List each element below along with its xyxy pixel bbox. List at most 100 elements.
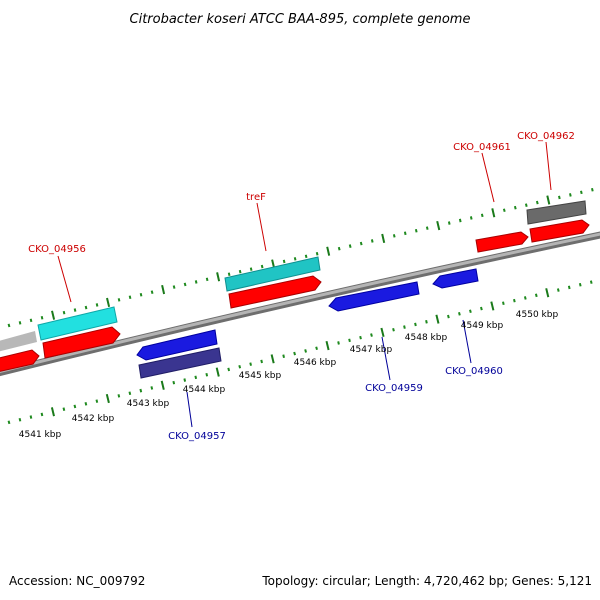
minor-tick [469, 309, 472, 314]
major-tick [436, 220, 441, 231]
feature-red-tref [228, 275, 322, 309]
feature-blue-cko-04959 [328, 281, 420, 312]
tick-label: 4541 kbp [19, 430, 62, 440]
leader-cko-04956 [57, 255, 72, 303]
minor-tick [337, 341, 340, 345]
minor-tick [238, 364, 242, 369]
minor-tick [425, 319, 428, 324]
minor-tick [62, 407, 66, 411]
tick-label: 4546 kbp [294, 358, 337, 368]
feature-red-left [0, 349, 40, 372]
feature-blue-cko-04957 [136, 329, 218, 361]
feature-red-cko-04962 [529, 219, 590, 243]
major-tick [381, 233, 386, 244]
minor-tick [558, 195, 561, 200]
major-tick [490, 301, 495, 311]
minor-tick [95, 303, 99, 307]
minor-tick [359, 241, 363, 246]
minor-tick [194, 375, 198, 380]
minor-tick [293, 257, 297, 261]
major-tick [105, 393, 110, 404]
minor-tick [458, 312, 461, 316]
tick-label: 4542 kbp [72, 414, 115, 424]
topology-text: Topology: circular; Length: 4,720,462 bp… [261, 574, 592, 588]
major-tick [51, 310, 56, 320]
feature-gray-cko-04962-top [526, 200, 587, 225]
major-tick [270, 354, 275, 364]
major-tick [216, 272, 221, 282]
minor-tick [117, 298, 121, 302]
gene-labels: CKO_04956 treF CKO_04961 CKO_04962 CKO_0… [28, 131, 575, 442]
minor-tick [403, 325, 406, 329]
map-title: Citrobacter koseri ATCC BAA-895, complet… [130, 12, 471, 27]
genome-backbone [0, 231, 600, 377]
leader-cko-04962 [545, 141, 552, 191]
minor-tick [194, 280, 198, 284]
minor-tick [172, 285, 176, 289]
minor-tick [458, 218, 462, 223]
major-tick [161, 284, 166, 295]
minor-tick [480, 306, 483, 311]
minor-tick [18, 321, 22, 325]
minor-tick [425, 226, 429, 230]
gene-label-tref: treF [246, 192, 266, 203]
minor-tick [282, 354, 285, 359]
minor-tick [293, 351, 296, 356]
minor-tick [95, 399, 99, 403]
minor-tick [447, 314, 450, 319]
tick-label: 4543 kbp [127, 399, 170, 409]
minor-tick [139, 388, 143, 393]
label-leaders [57, 141, 552, 428]
minor-tick [591, 187, 594, 192]
major-tick [326, 246, 331, 256]
minor-tick [172, 380, 176, 385]
minor-tick [502, 208, 506, 213]
minor-tick [580, 190, 583, 195]
minor-tick [534, 293, 538, 298]
minor-tick [62, 310, 66, 315]
minor-tick [238, 269, 242, 274]
feature-cyan-cko-04956-top [37, 306, 118, 341]
minor-tick [370, 239, 374, 243]
major-tick [106, 297, 111, 308]
minor-tick [370, 333, 373, 337]
minor-tick [513, 298, 516, 303]
minor-tick [447, 221, 451, 225]
minor-tick [18, 417, 22, 422]
tick-label: 4544 kbp [183, 385, 226, 395]
minor-tick [84, 305, 88, 310]
minor-tick [150, 386, 154, 390]
minor-tick [513, 205, 517, 210]
feature-navy-cko-04957 [138, 347, 222, 379]
kbp-labels: 4541 kbp 4542 kbp 4543 kbp 4544 kbp 4545… [19, 310, 559, 440]
feature-blue-cko-04960 [432, 268, 479, 289]
gene-label-cko-04957: CKO_04957 [168, 431, 226, 442]
tick-label: 4547 kbp [350, 345, 393, 355]
minor-tick [304, 254, 308, 259]
gene-label-cko-04956: CKO_04956 [28, 244, 86, 255]
minor-tick [392, 234, 396, 238]
minor-tick [7, 420, 11, 425]
major-tick [435, 314, 440, 324]
minor-tick [578, 282, 582, 287]
minor-tick [139, 292, 143, 297]
minor-tick [73, 404, 77, 409]
minor-tick [535, 200, 539, 205]
major-tick [325, 340, 330, 351]
major-tick [546, 195, 551, 205]
tick-label: 4550 kbp [516, 310, 559, 320]
minor-tick [359, 335, 362, 340]
leader-cko-04959 [381, 336, 391, 381]
feature-gray-left [0, 331, 37, 352]
leader-cko-04957 [186, 391, 193, 428]
major-tick [380, 327, 385, 338]
minor-tick [556, 288, 560, 292]
minor-tick [348, 338, 351, 343]
minor-tick [337, 246, 341, 251]
minor-tick [40, 315, 44, 320]
minor-tick [40, 412, 44, 417]
leader-cko-04961 [481, 152, 495, 203]
tick-label: 4548 kbp [405, 333, 448, 343]
feature-track [0, 200, 590, 379]
